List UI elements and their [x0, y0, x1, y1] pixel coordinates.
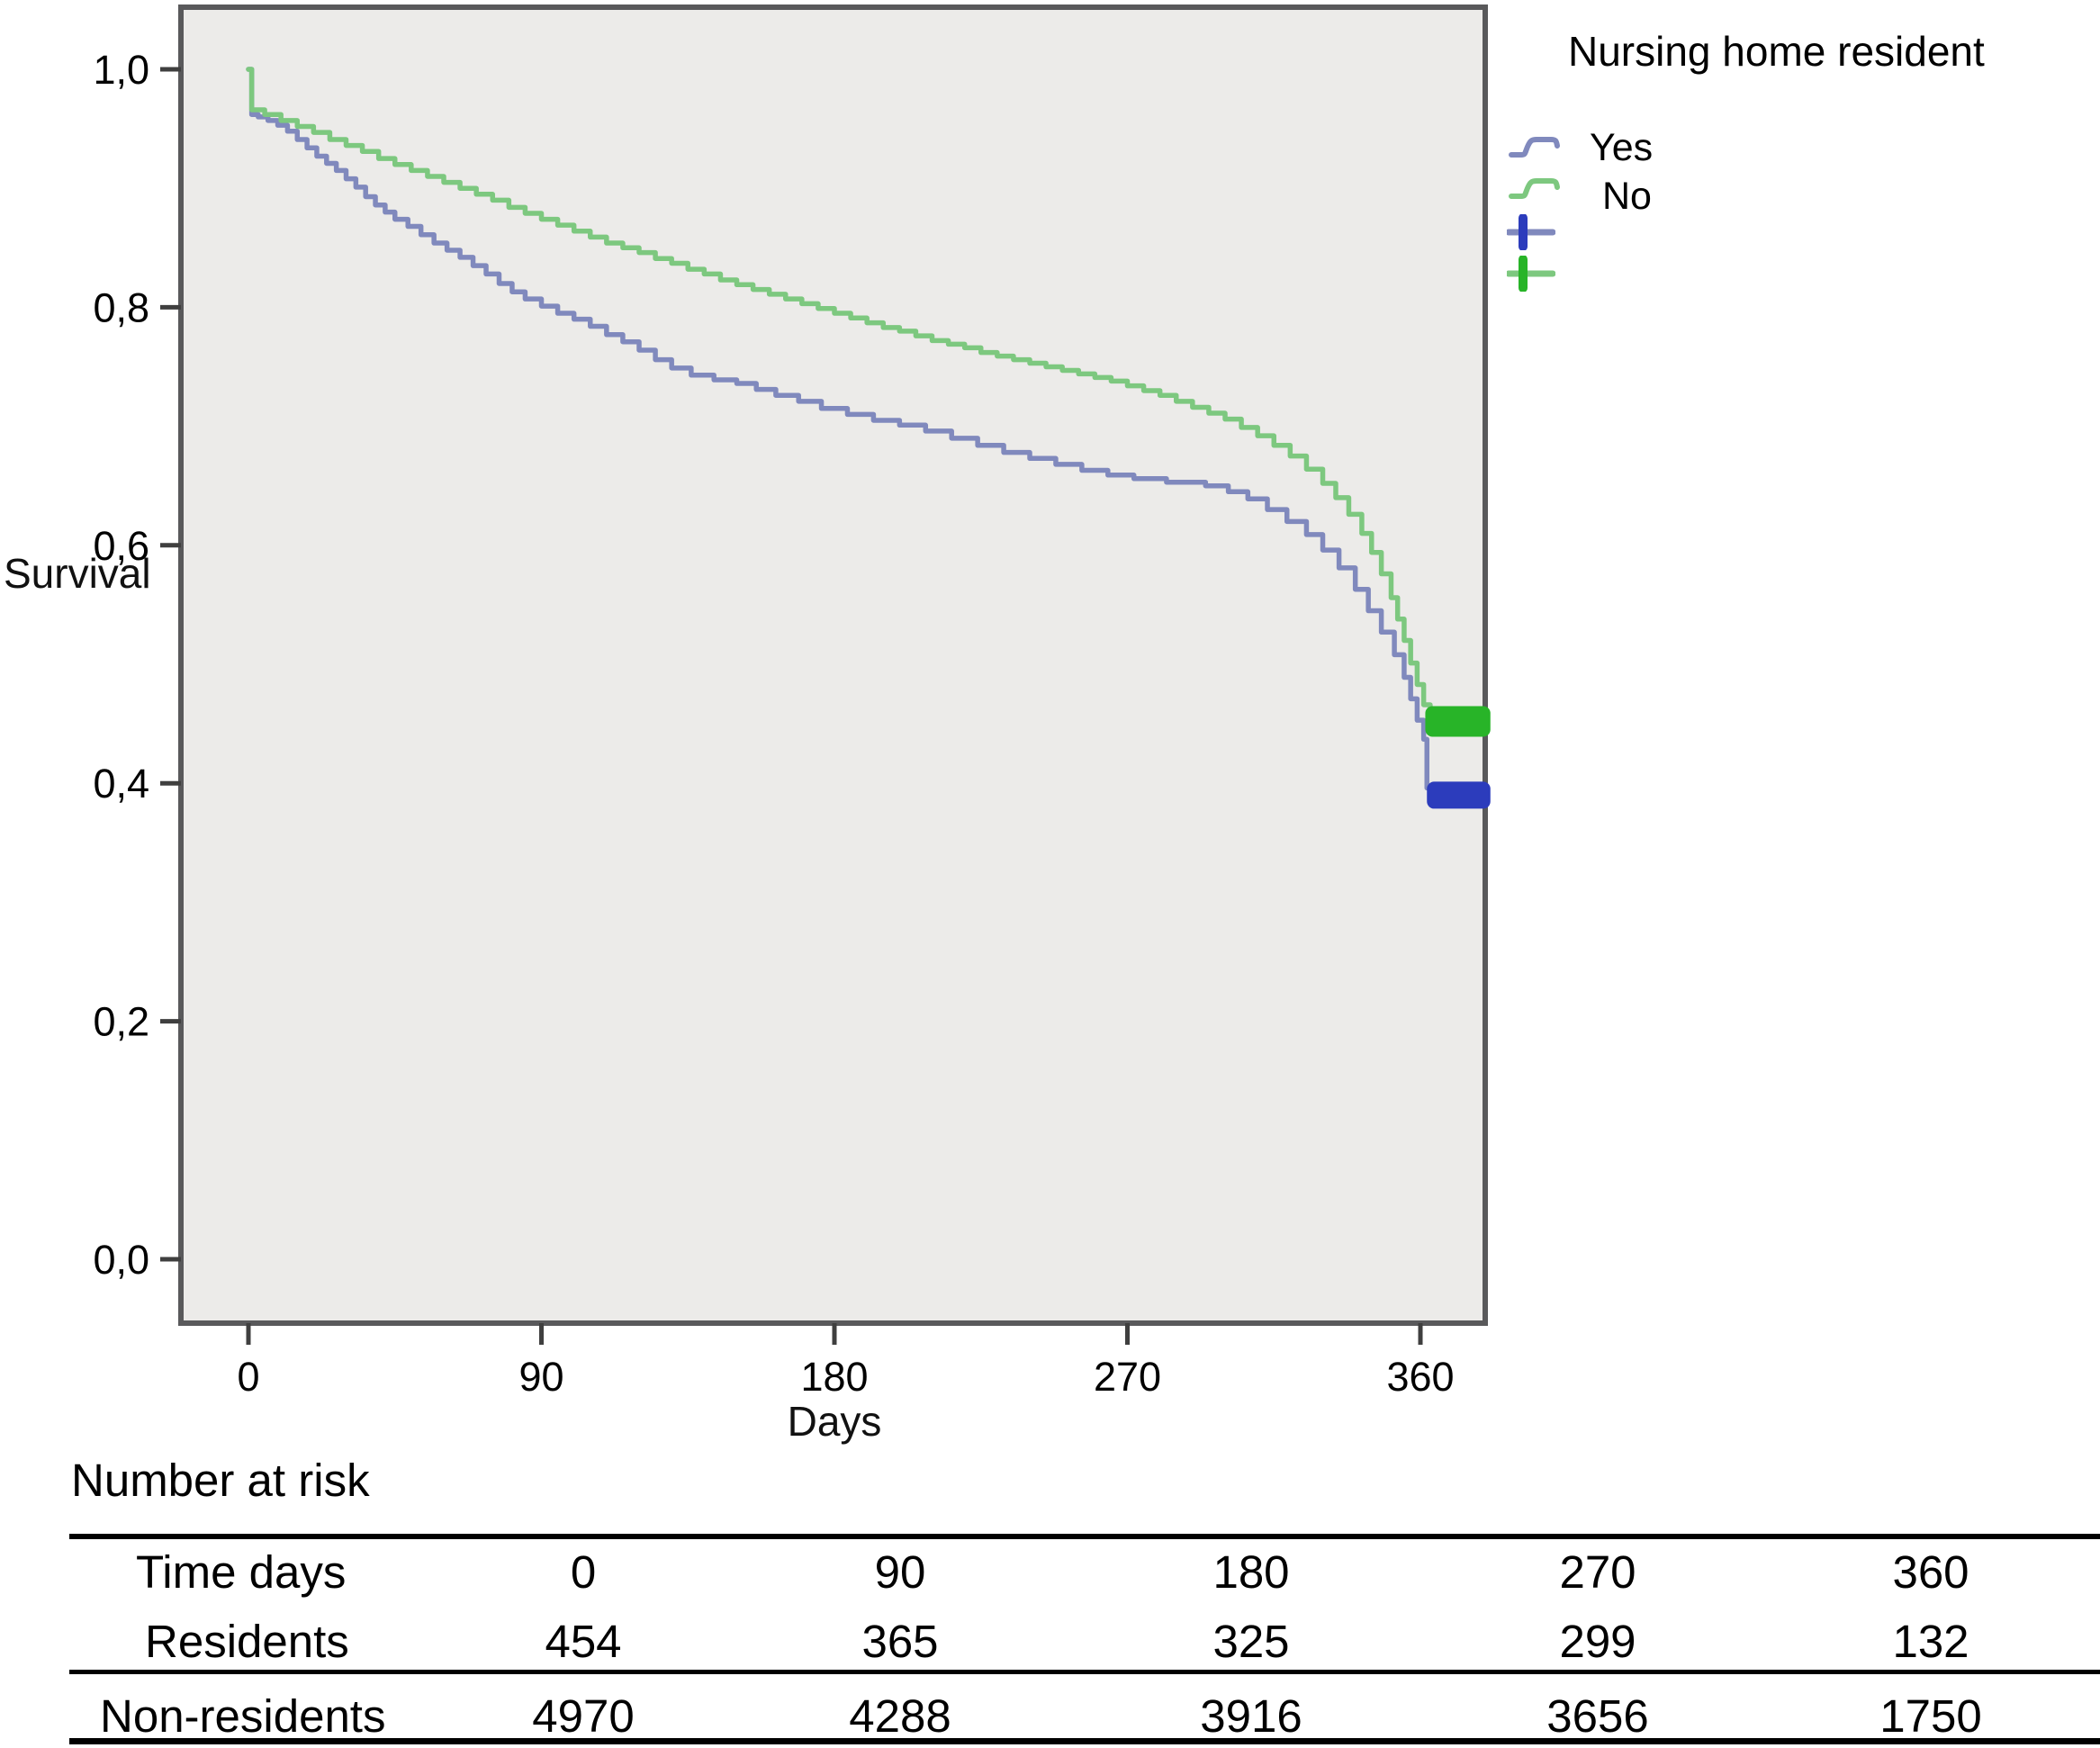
censor-block-yes: [1427, 781, 1491, 809]
y-tick-label: 0,4: [93, 761, 149, 806]
risk-row-label-residents: Residents: [145, 1616, 349, 1667]
risk-table-top-rule: [69, 1534, 2100, 1539]
risk-cell: 3916: [1200, 1690, 1302, 1742]
risk-row-label-non-residents: Non-residents: [100, 1690, 386, 1742]
y-tick-label: 0,0: [93, 1237, 149, 1283]
risk-cell: 454: [545, 1616, 622, 1667]
risk-cell: 1750: [1879, 1690, 1982, 1742]
y-tick-label: 0,2: [93, 999, 149, 1045]
risk-cell: 360: [1892, 1546, 1969, 1598]
legend-no-line-icon: [1509, 171, 1564, 203]
legend-item-no: No: [1602, 175, 1652, 218]
risk-cell: 4970: [532, 1690, 635, 1742]
risk-cell: 270: [1559, 1546, 1636, 1598]
km-curve-no: [246, 67, 1475, 723]
y-tick-label: 0,6: [93, 523, 149, 569]
x-tick-label: 90: [518, 1354, 563, 1400]
risk-cell: 299: [1559, 1616, 1636, 1667]
risk-table-bottom-rule: [69, 1738, 2100, 1744]
risk-cell: 90: [874, 1546, 926, 1598]
risk-table-middle-rule: [69, 1670, 2100, 1674]
risk-table-title: Number at risk: [71, 1455, 370, 1506]
y-tick-label: 0,8: [93, 284, 149, 330]
legend-title: Nursing home resident: [1568, 28, 1985, 75]
risk-cell: 3656: [1546, 1690, 1649, 1742]
x-tick-label: 360: [1386, 1354, 1454, 1400]
risk-cell: 180: [1212, 1546, 1290, 1598]
x-tick-label: 180: [800, 1354, 868, 1400]
risk-cell: 325: [1212, 1616, 1290, 1667]
legend-yes-censored-icon: [1507, 214, 1555, 250]
legend-yes-line-icon: [1509, 130, 1564, 162]
plot-panel: [178, 5, 1488, 1326]
x-axis-title: Days: [787, 1398, 882, 1445]
risk-row-label-time-days: Time days: [136, 1546, 347, 1598]
risk-cell: 365: [861, 1616, 939, 1667]
x-tick-label: 270: [1094, 1354, 1161, 1400]
risk-cell: 132: [1892, 1616, 1969, 1667]
censor-block-no: [1425, 706, 1491, 737]
y-axis-title: Survival: [4, 550, 151, 597]
km-curve-yes: [246, 67, 1475, 798]
y-tick-label: 1,0: [93, 47, 149, 93]
risk-cell: 4288: [849, 1690, 951, 1742]
risk-cell: 0: [570, 1546, 597, 1598]
legend-item-yes: Yes: [1590, 126, 1654, 169]
legend-no-censored-icon: [1507, 256, 1555, 292]
x-tick-label: 0: [237, 1354, 259, 1400]
